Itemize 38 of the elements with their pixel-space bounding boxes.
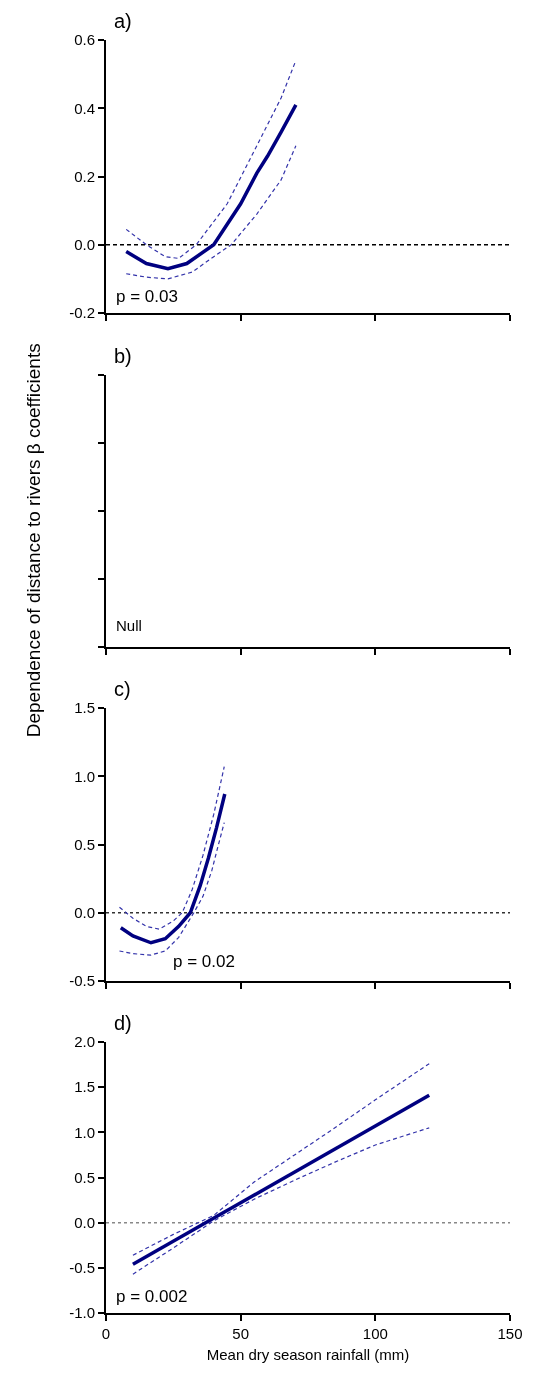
x-axis-title: Mean dry season rainfall (mm): [206, 1345, 410, 1363]
text: Null: [116, 617, 142, 634]
line-series: [125, 145, 297, 280]
line-series: [118, 766, 225, 930]
x-tick-label: 0: [101, 1325, 111, 1342]
chart-title: d): [114, 1012, 132, 1034]
y-tick-label: 2.0: [74, 1033, 95, 1051]
chart-title: c): [114, 678, 131, 700]
y-tick-label: 0.4: [74, 99, 95, 117]
line-series: [118, 822, 225, 956]
x-tick-label: 100: [362, 1325, 388, 1342]
x-tick-label: 150: [497, 1325, 523, 1342]
annotation: p = 0.002: [116, 1287, 188, 1306]
line-series: [132, 1063, 430, 1256]
y-tick-label: 0.5: [74, 835, 95, 853]
x-tick-label: 50: [232, 1325, 250, 1342]
line-series: [124, 103, 298, 271]
chart-title: a): [114, 10, 132, 32]
y-tick-label: -0.2: [69, 304, 95, 322]
y-tick-label: 0.2: [74, 167, 95, 185]
y-tick-label: -0.5: [69, 1259, 95, 1277]
y-tick-label: 0.0: [74, 236, 95, 253]
text: b): [114, 345, 132, 367]
line-series: [132, 1127, 430, 1275]
y-tick-label: 0.5: [74, 1168, 95, 1186]
y-tick-label: -0.5: [69, 972, 95, 990]
line-series: [119, 792, 227, 945]
y-tick-label: 0.6: [74, 31, 95, 49]
y-tick-label: 1.5: [74, 1078, 95, 1096]
annotation: p = 0.02: [173, 952, 235, 971]
y-tick-label: 0.0: [74, 1213, 95, 1231]
y-tick-label: 1.0: [74, 767, 95, 785]
y-tick-label: -1.0: [69, 1304, 95, 1322]
annotation: p = 0.03: [116, 287, 178, 306]
y-tick-label: 1.0: [74, 1123, 95, 1141]
y-tick-label: 1.5: [74, 699, 95, 717]
text: Dependence of distance to rivers β coefficients: [23, 343, 45, 738]
y-tick-label: 0.0: [74, 904, 95, 921]
